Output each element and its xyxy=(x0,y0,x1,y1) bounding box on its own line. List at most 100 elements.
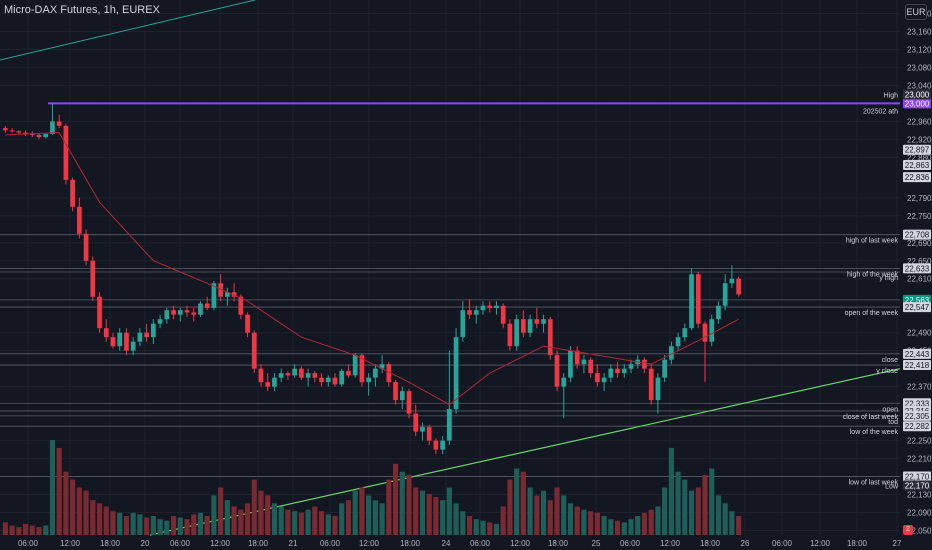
price-badge-text: 22,897 xyxy=(905,146,930,155)
candle-body xyxy=(561,377,567,387)
candle-body xyxy=(648,368,654,401)
volume-bar xyxy=(352,490,358,535)
candle-body xyxy=(332,377,338,385)
volume-bar xyxy=(480,520,486,535)
volume-bar xyxy=(413,487,419,535)
volume-bar xyxy=(662,487,668,535)
volume-bar xyxy=(150,516,156,535)
volume-bar xyxy=(453,503,459,535)
price-badge-text: 22,836 xyxy=(905,173,930,182)
candle-body xyxy=(534,319,540,324)
x-tick-label: 18:00 xyxy=(847,539,868,548)
y-tick-label: 23,160 xyxy=(907,27,932,36)
volume-bar xyxy=(581,509,587,535)
volume-bar xyxy=(325,514,331,535)
price-badge-text: 22,863 xyxy=(905,161,930,170)
volume-bar xyxy=(265,495,271,535)
y-tick-label: 22,250 xyxy=(907,437,932,446)
volume-bar xyxy=(339,503,345,535)
price-badge xyxy=(903,421,931,432)
candle-body xyxy=(574,350,580,365)
volume-bar xyxy=(110,511,116,535)
price-badge xyxy=(903,98,931,109)
currency-badge[interactable]: EUR xyxy=(905,4,927,20)
price-badge-text: 23,000 xyxy=(905,99,930,108)
volume-bar xyxy=(305,509,311,535)
candle-body xyxy=(144,332,149,338)
candle-body xyxy=(97,296,102,329)
candle-body xyxy=(541,319,546,324)
volume-bar xyxy=(493,523,500,535)
volume-bar xyxy=(372,500,378,535)
candle-body xyxy=(90,260,96,297)
level-lines xyxy=(0,102,900,477)
volume-bar xyxy=(527,487,533,535)
candle-body xyxy=(514,319,519,347)
candle-body xyxy=(547,319,553,356)
x-tick-label: 12:00 xyxy=(60,539,81,548)
volume-bar xyxy=(688,490,695,535)
price-badge xyxy=(903,410,931,421)
x-tick-label: 18:00 xyxy=(700,539,721,548)
candle-body xyxy=(292,368,297,376)
candle-body xyxy=(77,206,82,234)
volume-bar xyxy=(157,519,163,535)
volume-bar xyxy=(211,495,217,535)
candle-body xyxy=(130,341,136,351)
candle-body xyxy=(655,377,661,401)
y-tick-label: 22,790 xyxy=(907,194,932,203)
grid-lines xyxy=(0,0,900,535)
volume-bar xyxy=(16,527,22,535)
candle-body xyxy=(662,359,667,378)
volume-bar xyxy=(184,519,190,535)
volume-bar xyxy=(736,516,742,535)
price-badge xyxy=(903,348,931,359)
price-axis[interactable]: 23,20023,16023,12023,08023,04022,96022,9… xyxy=(900,0,932,550)
volume-bar xyxy=(655,506,661,535)
level-label: y close xyxy=(876,368,898,375)
time-axis[interactable]: 06:00 12:00 18:00 20 06:00 12:00 18:00 21 06:00 1… xyxy=(18,539,902,548)
volume-bar xyxy=(635,516,641,535)
candle-body xyxy=(473,310,479,315)
volume-bar xyxy=(144,517,150,535)
candle-body xyxy=(339,370,345,385)
volume-bar xyxy=(238,509,244,535)
volume-bar xyxy=(332,516,338,535)
level-label: 202502 ath xyxy=(863,108,898,115)
volume-bar xyxy=(386,479,392,535)
candle-body xyxy=(151,323,156,338)
price-badge xyxy=(903,398,931,409)
scale-button[interactable]: 2 xyxy=(903,525,913,535)
volume-bar xyxy=(29,525,35,535)
level-label: high of last week xyxy=(846,238,899,245)
volume-bar xyxy=(601,516,607,535)
x-tick-label: 06:00 xyxy=(772,539,793,548)
candle-body xyxy=(9,130,15,132)
candle-body xyxy=(23,132,28,134)
volume-bar xyxy=(540,490,547,535)
x-tick-label: 12:00 xyxy=(810,539,831,548)
level-label: high of the week xyxy=(847,271,898,278)
candle-body xyxy=(198,303,203,315)
candle-body xyxy=(325,377,331,383)
volume-bar xyxy=(366,495,372,535)
volume-bar xyxy=(379,503,385,535)
candle-body xyxy=(521,319,526,333)
candle-body xyxy=(110,337,116,347)
volume-bar xyxy=(258,490,264,535)
volume-bars xyxy=(2,440,742,535)
volume-bar xyxy=(709,468,715,535)
candle-body xyxy=(487,305,493,308)
price-badge-text: 23,000 xyxy=(905,90,930,99)
level-label: open xyxy=(882,406,898,413)
x-tick-label: 12:00 xyxy=(510,539,531,548)
volume-bar xyxy=(406,474,412,535)
volume-bar xyxy=(285,509,291,535)
price-badge-text: 22,305 xyxy=(905,412,930,421)
candle-body xyxy=(319,377,324,383)
volume-bar xyxy=(43,525,49,535)
y-tick-label: 23,040 xyxy=(907,81,932,90)
level-label: tod xyxy=(888,419,898,426)
volume-bar xyxy=(197,512,204,535)
